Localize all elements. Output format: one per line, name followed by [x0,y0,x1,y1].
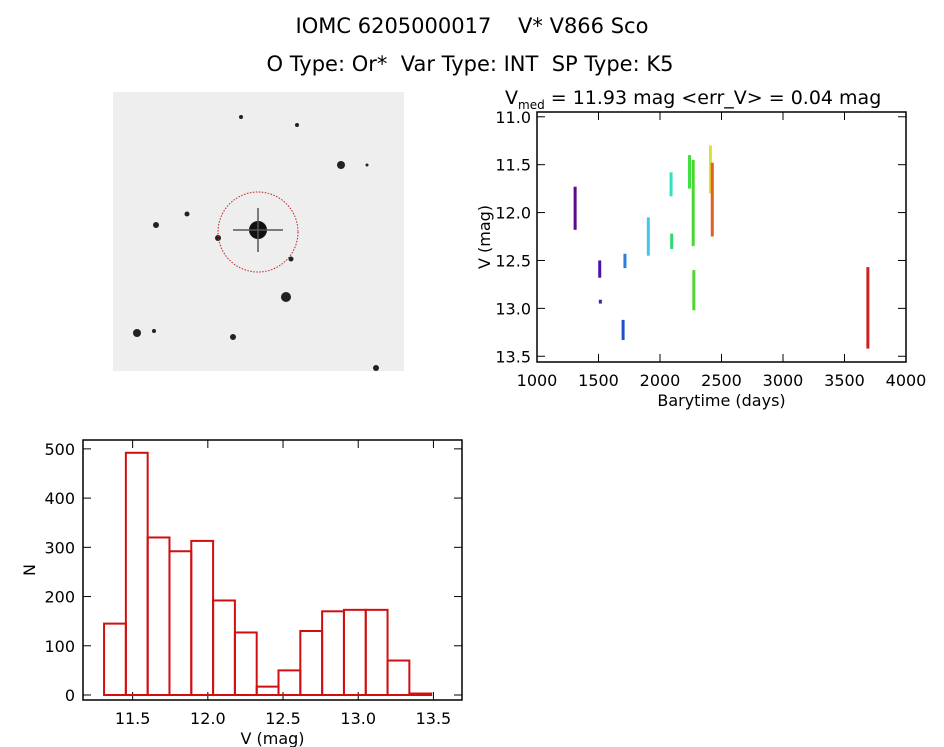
x-tick-label: 3500 [824,371,865,390]
y-tick-label: 11.5 [495,156,531,175]
x-tick-label: 12.0 [190,709,226,728]
y-tick-label: 12.0 [495,204,531,223]
field-star [365,163,369,167]
histogram-bar [146,536,171,697]
y-tick-label: 100 [44,637,75,656]
histogram-bar [103,622,127,696]
y-axis-label: N [20,564,39,576]
field-star [215,235,221,241]
y-axis-label: V (mag) [475,205,494,269]
x-tick-label: 12.5 [265,709,301,728]
y-tick-label: 300 [44,538,75,557]
x-tick-label: 1000 [517,371,558,390]
y-tick-label: 13.5 [495,347,531,366]
histogram-bar [342,608,367,697]
histogram-bar [364,608,389,697]
x-tick-label: 13.5 [416,709,452,728]
x-tick-label: 4000 [886,371,927,390]
x-tick-label: 13.0 [340,709,376,728]
field-star [133,329,141,337]
light-curve-chart: 1000 1500 2000 2500 3000 3500 4000 11.0 11.5 12.0… [475,87,926,410]
field-star [184,211,190,217]
y-tick-label: 400 [44,489,75,508]
chart-title: IOMC 6205000017 V* V866 Sco [295,14,649,38]
histogram-chart: 11.5 12.0 12.5 13.0 13.5 0 100 200 300 400 500 V (m… [20,439,463,747]
histogram-bar [255,685,280,697]
x-tick-label: 1500 [578,371,619,390]
field-star [152,329,156,333]
chart-subtitle: O Type: Or* Var Type: INT SP Type: K5 [266,52,674,76]
field-star [230,334,236,340]
target-star [233,208,283,252]
y-tick-label: 11.0 [495,108,531,127]
histogram-bar [233,631,258,697]
plot-frame [536,111,907,363]
y-tick-label: 0 [65,686,75,705]
finder-image [113,92,404,371]
light-curve-title: Vmed = 11.93 mag <err_V> = 0.04 mag [505,87,881,112]
histogram-bar [212,599,236,696]
y-tick-label: 13.0 [495,299,531,318]
field-star [153,222,159,228]
field-star [239,115,243,119]
field-star [295,123,299,127]
field-stars [133,115,379,371]
y-tick-label: 12.5 [495,251,531,270]
x-axis-label: V (mag) [240,729,304,747]
x-tick-label: 2500 [701,371,742,390]
target-circle [217,191,299,273]
y-tick-label: 500 [44,440,75,459]
histogram-bar [277,669,302,697]
histogram-bar [321,610,345,696]
field-star [288,256,294,262]
histogram-bar [124,451,149,696]
histogram-bar [190,539,215,696]
field-star [373,365,379,371]
x-tick-label: 3000 [763,371,804,390]
plot-frame [82,439,463,701]
histogram-bar [168,550,193,696]
histogram-bar [386,659,411,696]
y-tick-label: 200 [44,588,75,607]
field-star [337,161,345,169]
x-axis-label: Barytime (days) [657,391,785,410]
histogram-bar [408,692,433,697]
x-tick-label: 11.5 [115,709,151,728]
x-tick-label: 2000 [640,371,681,390]
histogram-bar [299,630,324,696]
field-star [281,292,291,302]
